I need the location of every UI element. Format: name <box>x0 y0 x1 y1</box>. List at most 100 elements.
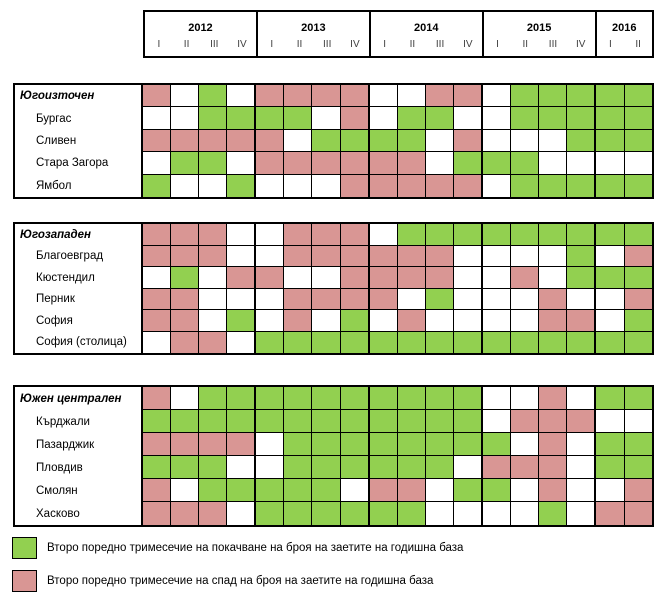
year-quarter-header: 2012 I II III IV 2013 I II III IV 2014 I II III IV 2015… <box>143 10 654 58</box>
heatmap-cell <box>227 310 255 331</box>
city-label: Ямбол <box>15 174 143 198</box>
year-group-2015: 2015 I II III IV <box>484 12 597 56</box>
heatmap-cell <box>624 310 652 331</box>
city-label: Хасково <box>15 502 143 525</box>
heatmap-cell <box>340 310 368 331</box>
heatmap-cell <box>143 387 172 409</box>
heatmap-cell <box>511 456 540 478</box>
heatmap-cell <box>453 107 481 129</box>
heatmap-cell <box>596 152 625 174</box>
heatmap-cell <box>199 267 228 288</box>
year-segment <box>369 224 483 245</box>
city-label: Кюстендил <box>15 267 143 289</box>
heatmap-cell <box>624 456 652 478</box>
heatmap-cell <box>284 479 313 501</box>
heatmap-cell <box>369 288 398 309</box>
heatmap-cell <box>539 456 568 478</box>
quarter-row: I II III IV <box>484 35 595 56</box>
heatmap-cell <box>199 433 228 455</box>
heatmap-cell <box>397 288 426 309</box>
heatmap-cell <box>482 387 512 409</box>
year-segment <box>256 479 370 501</box>
heatmap-cell <box>453 387 481 409</box>
year-segment <box>143 107 257 129</box>
heatmap-cell <box>284 502 313 525</box>
heatmap-cell <box>369 152 398 174</box>
heatmap-row: Югоизточен <box>15 85 652 108</box>
year-group-2012: 2012 I II III IV <box>145 12 258 56</box>
heatmap-cell <box>284 387 313 409</box>
heatmap-cell <box>171 245 200 266</box>
quarter-label: IV <box>350 39 360 50</box>
heatmap-cell <box>227 502 255 525</box>
row-cells <box>143 174 652 198</box>
quarter-row: I II III IV <box>258 35 369 56</box>
heatmap-cell <box>256 479 285 501</box>
year-segment <box>482 129 597 152</box>
row-cells <box>143 107 652 130</box>
heatmap-cell <box>425 310 454 331</box>
row-cells <box>143 310 652 332</box>
year-segment <box>256 174 370 198</box>
year-segment <box>256 331 370 353</box>
heatmap-row: Благоевград <box>15 245 652 267</box>
year-segment <box>256 152 370 174</box>
year-segment <box>256 107 370 129</box>
heatmap-cell <box>171 456 200 478</box>
heatmap-cell <box>227 85 255 107</box>
heatmap-cell <box>312 310 341 331</box>
heatmap-cell <box>453 174 481 198</box>
heatmap-cell <box>143 107 172 129</box>
row-cells <box>143 479 652 502</box>
heatmap-cell <box>284 129 313 152</box>
year-segment <box>596 245 652 266</box>
heatmap-cell <box>624 107 652 129</box>
heatmap-cell <box>397 224 426 245</box>
heatmap-cell <box>482 502 512 525</box>
quarter-label: III <box>323 39 332 50</box>
heatmap-cell <box>199 152 228 174</box>
heatmap-cell <box>199 107 228 129</box>
year-segment <box>256 310 370 331</box>
row-cells <box>143 331 652 353</box>
heatmap-cell <box>340 456 368 478</box>
year-segment <box>596 433 652 455</box>
heatmap-cell <box>539 107 568 129</box>
heatmap-cell <box>171 331 200 353</box>
heatmap-cell <box>539 288 568 309</box>
heatmap-row: Хасково <box>15 502 652 525</box>
heatmap-cell <box>227 107 255 129</box>
heatmap-cell <box>511 310 540 331</box>
heatmap-cell <box>624 288 652 309</box>
year-segment <box>482 479 597 501</box>
heatmap-cell <box>369 107 398 129</box>
row-cells <box>143 288 652 310</box>
heatmap-cell <box>539 152 568 174</box>
year-segment <box>596 456 652 478</box>
heatmap-row: Бургас <box>15 107 652 130</box>
quarter-label: II <box>522 39 529 50</box>
heatmap-cell <box>340 331 368 353</box>
heatmap-cell <box>227 456 255 478</box>
year-segment <box>369 107 483 129</box>
heatmap-block-yuzhen-centralen: Южен централен Кърджали Пазарджик Пловдив См… <box>13 385 654 527</box>
heatmap-cell <box>567 107 595 129</box>
heatmap-cell <box>256 288 285 309</box>
heatmap-cell <box>284 152 313 174</box>
heatmap-cell <box>453 310 481 331</box>
heatmap-cell <box>567 310 595 331</box>
heatmap-cell <box>425 224 454 245</box>
year-segment <box>143 224 257 245</box>
year-label: 2014 <box>413 22 439 34</box>
heatmap-cell <box>624 174 652 198</box>
heatmap-cell <box>453 245 481 266</box>
city-label: Сливен <box>15 129 143 153</box>
year-segment <box>143 387 257 409</box>
year-segment <box>143 288 257 309</box>
heatmap-cell <box>227 267 255 288</box>
heatmap-cell <box>369 456 398 478</box>
heatmap-cell <box>539 387 568 409</box>
year-segment <box>256 456 370 478</box>
heatmap-cell <box>312 387 341 409</box>
heatmap-cell <box>143 129 172 152</box>
